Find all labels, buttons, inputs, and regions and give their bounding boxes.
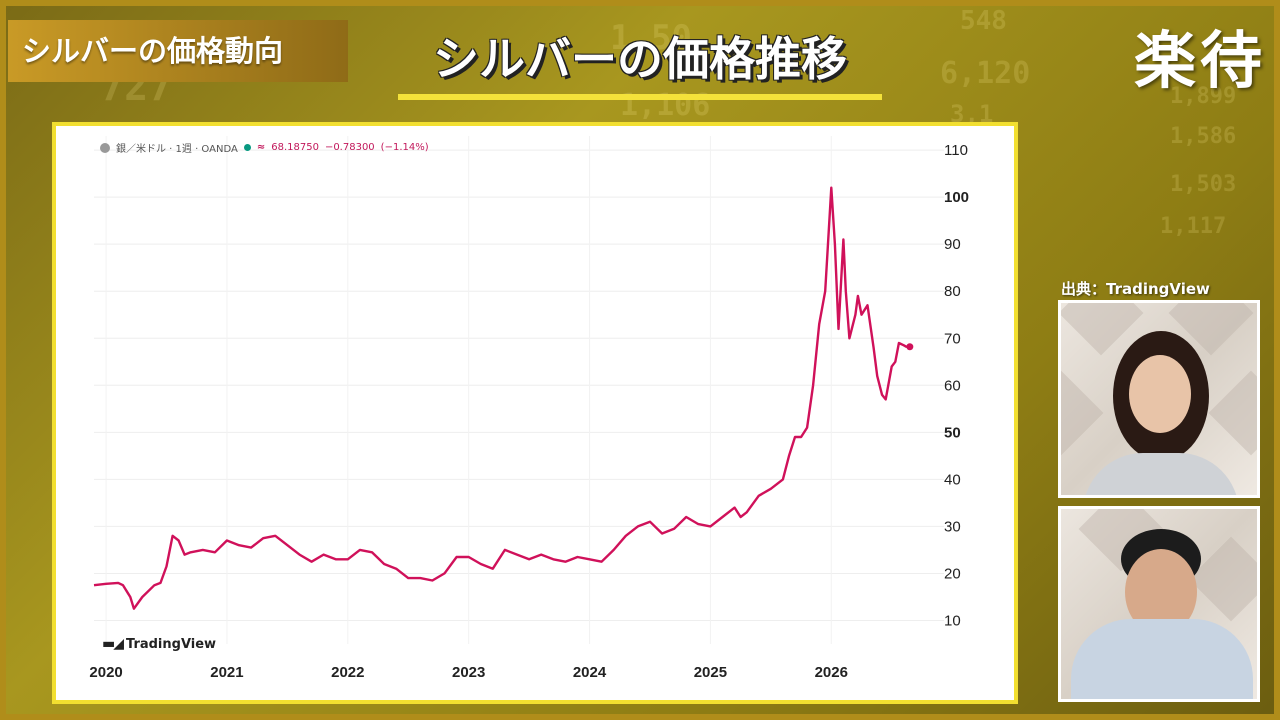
bg-ticker: 548 bbox=[960, 6, 1007, 36]
x-tick-label: 2023 bbox=[452, 664, 485, 681]
y-tick-label: 10 bbox=[944, 612, 961, 629]
bg-ticker: 1,50 bbox=[610, 18, 692, 58]
market-status-icon bbox=[243, 144, 251, 151]
y-tick-label: 50 bbox=[944, 424, 961, 441]
legend-symbol: 銀／米ドル · 1週 · OANDA bbox=[116, 144, 238, 155]
bg-ticker: 1,117 bbox=[1160, 214, 1227, 239]
y-tick-label: 90 bbox=[944, 236, 961, 253]
y-tick-label: 70 bbox=[944, 330, 961, 347]
y-tick-label: 20 bbox=[944, 565, 961, 582]
bg-ticker: 1,899 bbox=[1170, 84, 1237, 109]
y-tick-label: 110 bbox=[944, 142, 968, 159]
x-tick-label: 2021 bbox=[210, 664, 243, 681]
last-price-point bbox=[906, 343, 914, 351]
x-tick-label: 2025 bbox=[694, 664, 727, 681]
tradingview-logo-icon: ▬◢ bbox=[102, 636, 124, 652]
bg-ticker: 6,120 bbox=[940, 56, 1031, 91]
source-label: 出典：TradingView bbox=[1061, 280, 1210, 298]
x-tick-label: 2026 bbox=[815, 664, 848, 681]
x-tick-label: 2024 bbox=[573, 664, 607, 681]
legend-change-pct: (−1.14%) bbox=[380, 142, 429, 153]
y-tick-label: 80 bbox=[944, 283, 961, 300]
legend-change: −0.78300 bbox=[324, 142, 375, 153]
y-tick-label: 40 bbox=[944, 471, 961, 488]
bg-ticker: 1,503 bbox=[1170, 172, 1237, 197]
tradingview-label: TradingView bbox=[126, 636, 217, 652]
title-underline bbox=[398, 94, 882, 100]
price-series-line bbox=[93, 186, 910, 610]
presenter-video-1 bbox=[1058, 300, 1260, 498]
tradingview-logo: ▬◢ TradingView bbox=[102, 636, 216, 652]
topic-badge: シルバーの価格動向 bbox=[8, 20, 348, 82]
x-tick-label: 2022 bbox=[331, 664, 364, 681]
chart-panel: 10 20 30 40 50 60 70 80 90 100 110 2020 2021 2022 2023… bbox=[52, 122, 1018, 704]
brand-logo: 楽待 bbox=[1133, 24, 1266, 97]
y-tick-label: 100 bbox=[944, 189, 969, 206]
y-tick-label: 60 bbox=[944, 377, 961, 394]
chart-legend: 銀／米ドル · 1週 · OANDA ≈ 68.18750 −0.78300 (… bbox=[100, 140, 429, 155]
legend-last-price: 68.18750 bbox=[271, 142, 319, 153]
bg-ticker: 1,106 bbox=[620, 88, 711, 123]
presenter-video-2 bbox=[1058, 506, 1260, 702]
x-tick-label: 2020 bbox=[89, 664, 122, 681]
y-tick-label: 30 bbox=[944, 518, 961, 535]
price-chart: 10 20 30 40 50 60 70 80 90 100 110 2020 2021 2022 2023… bbox=[89, 136, 969, 681]
bg-ticker: 1,586 bbox=[1170, 124, 1237, 149]
symbol-icon bbox=[100, 142, 110, 153]
page-title: シルバーの価格推移 bbox=[433, 32, 847, 86]
approx-icon: ≈ bbox=[256, 142, 266, 153]
